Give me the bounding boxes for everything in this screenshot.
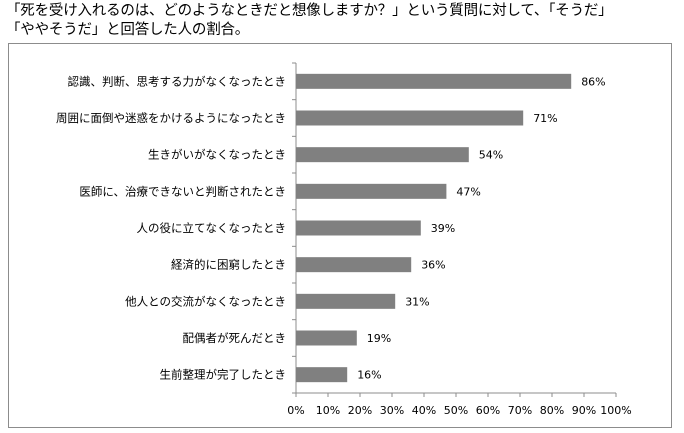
bar	[296, 73, 572, 89]
x-tick-label: 70%	[508, 404, 532, 417]
bar	[296, 293, 396, 309]
value-label: 31%	[405, 295, 429, 308]
bar	[296, 367, 348, 383]
bar	[296, 110, 524, 126]
value-label: 54%	[479, 149, 503, 162]
value-label: 16%	[357, 369, 381, 382]
x-tick-label: 20%	[348, 404, 372, 417]
x-tick-label: 100%	[600, 404, 631, 417]
category-label: 医師に、治療できないと判断されたとき	[79, 184, 286, 198]
value-label: 47%	[456, 185, 480, 198]
bar	[296, 220, 421, 236]
x-tick-label: 90%	[572, 404, 596, 417]
category-label: 生前整理が完了したとき	[160, 368, 287, 382]
value-label: 39%	[431, 222, 455, 235]
value-label: 36%	[421, 259, 445, 272]
x-tick-label: 60%	[476, 404, 500, 417]
title-line-2: 「ややそうだ」と回答した人の割合。	[6, 22, 250, 38]
value-label: 19%	[367, 332, 391, 345]
x-tick-label: 10%	[316, 404, 340, 417]
x-tick-label: 0%	[287, 404, 304, 417]
x-tick-label: 40%	[412, 404, 436, 417]
bar	[296, 147, 469, 163]
x-tick-label: 80%	[540, 404, 564, 417]
category-label: 経済的に困窮したとき	[171, 258, 286, 272]
bar	[296, 257, 412, 273]
x-tick-label: 30%	[380, 404, 404, 417]
bar	[296, 183, 447, 199]
category-label: 認識、判断、思考する力がなくなったとき	[68, 74, 287, 88]
category-label: 配偶者が死んだとき	[183, 331, 287, 345]
category-label: 生きがいがなくなったとき	[148, 148, 286, 162]
chart-title: 「死を受け入れるのは、どのようなときだと想像しますか？」という質問に対して、「そ…	[6, 2, 682, 40]
category-label: 人の役に立てなくなったとき	[137, 221, 287, 235]
title-line-1: 「死を受け入れるのは、どのようなときだと想像しますか？」という質問に対して、「そ…	[6, 3, 613, 19]
x-tick-label: 50%	[444, 404, 468, 417]
bar	[296, 330, 357, 346]
value-label: 71%	[533, 112, 557, 125]
category-label: 周囲に面倒や迷惑をかけるようになったとき	[56, 111, 286, 125]
value-label: 86%	[581, 75, 605, 88]
category-label: 他人との交流がなくなったとき	[125, 294, 286, 308]
